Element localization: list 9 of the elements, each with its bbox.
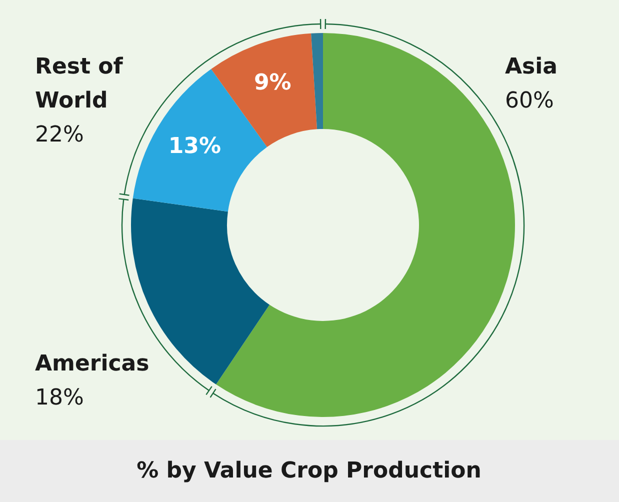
data-label: 9% [254,70,292,96]
text: 22% [35,122,84,148]
data-label: 60% [505,88,554,114]
slice-label: Americas [35,352,150,377]
text: Rest of World [35,54,124,114]
slice-label: Asia [505,54,558,80]
text: % by Value Crop Production [136,458,482,484]
data-label: 13% [168,134,222,160]
data-label: 18% [35,386,84,411]
